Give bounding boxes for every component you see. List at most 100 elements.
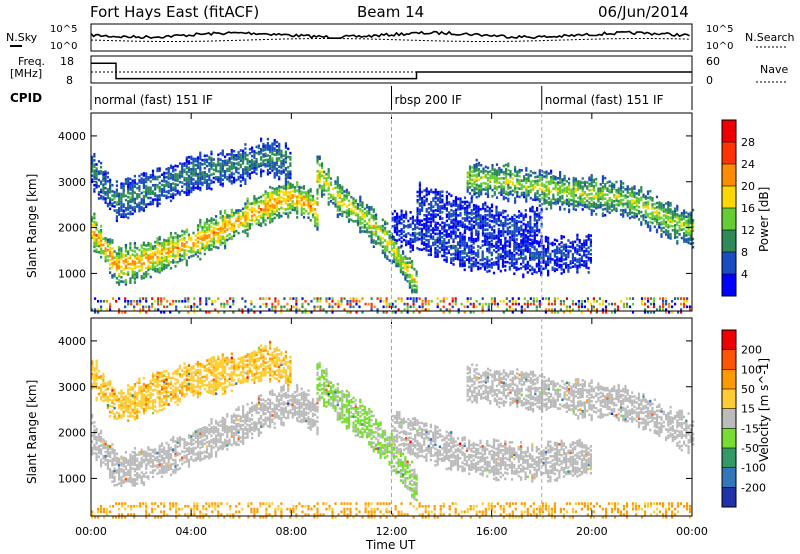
heatmap-cell bbox=[622, 211, 625, 214]
heatmap-cell bbox=[93, 159, 96, 162]
heatmap-cell bbox=[556, 260, 559, 263]
heatmap-cell bbox=[375, 215, 378, 219]
heatmap-cell bbox=[633, 216, 636, 219]
heatmap-cell bbox=[459, 240, 462, 243]
heatmap-cell bbox=[127, 185, 130, 189]
heatmap-cell bbox=[689, 219, 692, 223]
heatmap-cell bbox=[147, 248, 150, 251]
heatmap-cell bbox=[471, 178, 474, 182]
heatmap-cell bbox=[599, 191, 602, 194]
heatmap-cell bbox=[199, 174, 202, 177]
heatmap-cell bbox=[91, 234, 94, 237]
heatmap-cell bbox=[334, 182, 337, 185]
heatmap-cell bbox=[606, 193, 609, 197]
heatmap-cell bbox=[499, 213, 503, 217]
heatmap-cell bbox=[483, 257, 487, 261]
heatmap-cell bbox=[375, 213, 378, 217]
heatmap-cell bbox=[416, 220, 419, 223]
heatmap-cell bbox=[163, 263, 166, 267]
heatmap-cell bbox=[463, 219, 467, 222]
heatmap-cell bbox=[400, 228, 403, 231]
heatmap-cell bbox=[334, 180, 337, 183]
heatmap-cell bbox=[563, 187, 566, 190]
heatmap-cell bbox=[338, 206, 342, 210]
heatmap-cell bbox=[540, 265, 543, 268]
heatmap-cell bbox=[122, 259, 125, 263]
heatmap-cell bbox=[185, 172, 188, 176]
heatmap-cell bbox=[622, 198, 625, 202]
heatmap-cell bbox=[375, 240, 378, 243]
heatmap-cell bbox=[439, 217, 442, 221]
heatmap-cell bbox=[235, 211, 238, 214]
heatmap-cell bbox=[432, 241, 435, 245]
heatmap-cell bbox=[450, 247, 453, 250]
heatmap-cell bbox=[278, 197, 281, 201]
heatmap-cell bbox=[468, 259, 471, 263]
heatmap-cell bbox=[318, 155, 321, 159]
heatmap-cell bbox=[559, 195, 562, 199]
heatmap-cell bbox=[461, 244, 464, 247]
heatmap-cell bbox=[516, 195, 519, 198]
heatmap-cell bbox=[124, 272, 127, 276]
heatmap-cell bbox=[361, 230, 364, 233]
heatmap-cell bbox=[429, 237, 432, 240]
heatmap-cell bbox=[176, 248, 179, 252]
heatmap-cell bbox=[486, 266, 489, 269]
heatmap-cell bbox=[176, 189, 179, 193]
heatmap-cell bbox=[538, 187, 541, 191]
heatmap-cell bbox=[347, 209, 351, 213]
heatmap-cell bbox=[391, 216, 394, 220]
heatmap-cell bbox=[525, 200, 528, 203]
heatmap-cell bbox=[438, 242, 441, 245]
heatmap-cell bbox=[386, 244, 389, 248]
heatmap-cell bbox=[185, 187, 188, 190]
heatmap-cell bbox=[570, 190, 573, 194]
heatmap-cell bbox=[187, 178, 191, 182]
heatmap-cell bbox=[94, 297, 97, 300]
heatmap-cell bbox=[246, 222, 249, 225]
heatmap-cell bbox=[264, 162, 267, 166]
heatmap-cell bbox=[196, 251, 200, 254]
noise-right-tick-low: 10^0 bbox=[706, 41, 733, 52]
heatmap-cell bbox=[459, 256, 462, 260]
heatmap-cell bbox=[138, 254, 141, 258]
heatmap-cell bbox=[432, 243, 435, 247]
heatmap-cell bbox=[551, 266, 554, 269]
heatmap-cell bbox=[501, 254, 505, 258]
heatmap-cell bbox=[187, 168, 191, 171]
heatmap-cell bbox=[205, 218, 209, 221]
heatmap-cell bbox=[327, 203, 330, 206]
heatmap-cell bbox=[447, 232, 450, 236]
heatmap-cell bbox=[176, 240, 179, 243]
heatmap-cell bbox=[439, 211, 442, 214]
heatmap-cell bbox=[212, 172, 215, 176]
heatmap-cell bbox=[237, 161, 240, 164]
heatmap-cell bbox=[334, 203, 337, 206]
heatmap-cell bbox=[264, 144, 267, 147]
heatmap-cell bbox=[497, 259, 500, 262]
heatmap-cell bbox=[287, 184, 290, 188]
heatmap-cell bbox=[269, 163, 272, 166]
heatmap-cell bbox=[100, 170, 103, 173]
heatmap-cell bbox=[513, 255, 516, 259]
heatmap-cell bbox=[637, 199, 641, 203]
heatmap-cell bbox=[199, 218, 202, 222]
heatmap-cell bbox=[631, 207, 634, 210]
heatmap-cell bbox=[145, 271, 148, 274]
heatmap-cell bbox=[100, 249, 103, 253]
heatmap-cell bbox=[580, 242, 583, 246]
heatmap-cell bbox=[356, 205, 360, 208]
heatmap-cell bbox=[156, 268, 159, 271]
heatmap-cell bbox=[529, 209, 532, 213]
heatmap-cell bbox=[613, 195, 616, 199]
heatmap-cell bbox=[370, 232, 373, 236]
heatmap-cell bbox=[479, 220, 482, 223]
heatmap-cell bbox=[510, 264, 514, 267]
heatmap-cell bbox=[523, 179, 526, 182]
heatmap-cell bbox=[665, 208, 668, 211]
heatmap-cell bbox=[495, 177, 499, 181]
heatmap-cell bbox=[396, 214, 399, 218]
heatmap-cell bbox=[559, 189, 562, 193]
heatmap-cell bbox=[284, 152, 287, 156]
heatmap-cell bbox=[559, 171, 562, 174]
